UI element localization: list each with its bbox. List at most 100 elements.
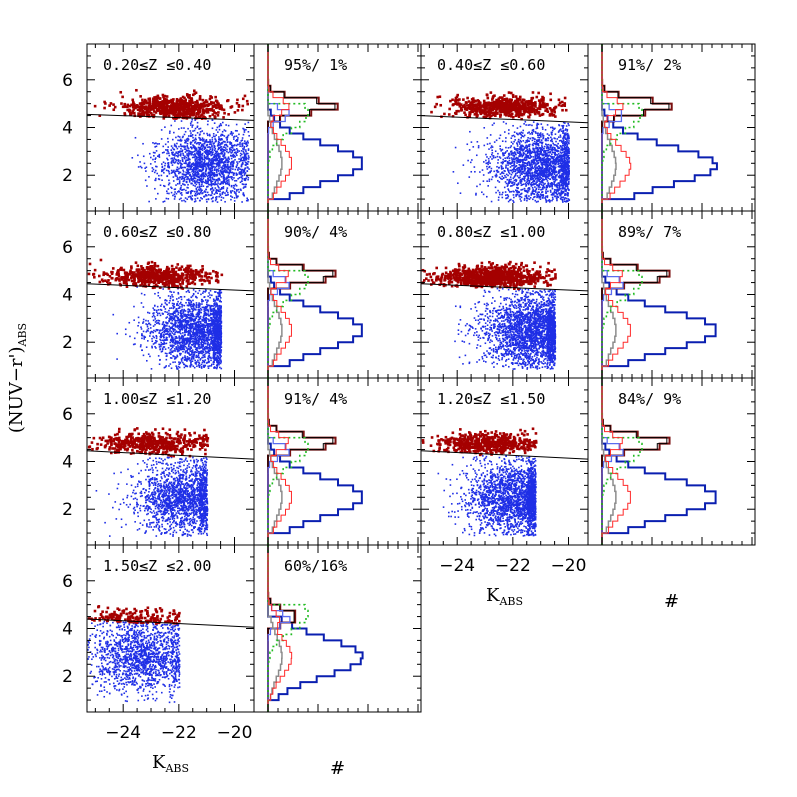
blue-point <box>164 143 167 146</box>
red-point <box>172 113 175 116</box>
blue-point <box>240 171 243 173</box>
blue-point <box>553 143 555 146</box>
blue-point <box>224 194 227 197</box>
blue-point <box>227 124 230 127</box>
blue-point <box>181 145 183 148</box>
blue-point <box>238 191 240 193</box>
blue-point <box>519 154 522 157</box>
blue-point <box>563 179 565 181</box>
red-point <box>175 100 179 104</box>
red-point <box>192 109 196 113</box>
blue-point <box>217 168 219 171</box>
blue-point <box>553 158 555 161</box>
blue-point <box>174 175 177 177</box>
blue-point <box>561 155 563 157</box>
blue-point <box>207 194 210 196</box>
blue-point <box>536 181 538 184</box>
blue-point <box>186 178 188 181</box>
blue-point <box>510 198 512 201</box>
blue-point <box>557 142 559 145</box>
blue-point <box>545 201 548 203</box>
blue-point <box>524 141 527 144</box>
blue-point <box>183 199 185 202</box>
blue-point <box>177 159 180 161</box>
blue-point <box>245 164 247 167</box>
blue-point <box>245 141 248 144</box>
blue-point <box>191 156 194 159</box>
blue-point <box>533 160 535 163</box>
blue-point <box>561 179 564 182</box>
blue-point <box>245 158 247 161</box>
blue-point <box>565 197 568 200</box>
red-point <box>236 109 240 112</box>
blue-point <box>195 188 198 191</box>
blue-point <box>507 195 510 197</box>
blue-point <box>537 157 539 159</box>
blue-point <box>154 160 156 163</box>
blue-point <box>512 154 514 157</box>
blue-point <box>529 154 532 157</box>
blue-point <box>545 200 548 202</box>
blue-point <box>221 138 223 141</box>
blue-point <box>551 171 554 174</box>
blue-point <box>547 164 550 166</box>
blue-point <box>531 165 534 168</box>
blue-point <box>187 165 189 167</box>
blue-point <box>243 140 246 142</box>
blue-point <box>524 120 527 123</box>
blue-point <box>540 150 543 153</box>
blue-point <box>243 170 246 173</box>
blue-point <box>230 185 233 188</box>
blue-point <box>167 163 170 166</box>
blue-point <box>140 166 143 169</box>
blue-point <box>199 161 201 163</box>
blue-point <box>564 163 566 166</box>
blue-point <box>541 166 543 169</box>
red-point <box>145 112 149 116</box>
red-point <box>195 105 198 109</box>
blue-point <box>507 188 510 190</box>
blue-point <box>167 188 170 190</box>
blue-point <box>555 149 558 151</box>
blue-point <box>154 146 156 148</box>
blue-point <box>201 158 204 161</box>
blue-point <box>170 162 173 164</box>
blue-point <box>238 171 241 173</box>
blue-point <box>205 153 208 155</box>
blue-point <box>561 148 564 151</box>
blue-point <box>215 171 218 173</box>
red-point <box>132 108 135 111</box>
blue-point <box>537 140 540 142</box>
blue-point <box>552 166 555 169</box>
blue-point <box>540 194 542 197</box>
blue-point <box>543 145 546 148</box>
blue-point <box>511 168 514 171</box>
blue-point <box>541 191 543 194</box>
blue-point <box>551 173 554 175</box>
blue-point <box>190 153 193 156</box>
blue-point <box>210 143 213 145</box>
red-point <box>179 98 182 102</box>
blue-point <box>498 191 501 194</box>
blue-point <box>218 138 220 141</box>
blue-point <box>504 181 507 183</box>
blue-point <box>566 159 569 161</box>
blue-point <box>194 127 197 130</box>
blue-point <box>512 201 515 204</box>
blue-point <box>533 138 536 140</box>
blue-point <box>197 175 200 178</box>
blue-point <box>489 156 492 158</box>
blue-point <box>178 139 181 142</box>
red-point <box>208 102 211 106</box>
red-point <box>113 105 117 109</box>
blue-point <box>490 200 493 203</box>
blue-point <box>185 189 187 192</box>
blue-point <box>565 163 568 166</box>
blue-point <box>543 154 545 156</box>
red-point <box>149 111 153 115</box>
blue-point <box>508 179 510 182</box>
blue-point <box>187 154 190 157</box>
blue-point <box>555 162 557 164</box>
blue-point <box>220 175 223 178</box>
red-point <box>170 112 174 115</box>
